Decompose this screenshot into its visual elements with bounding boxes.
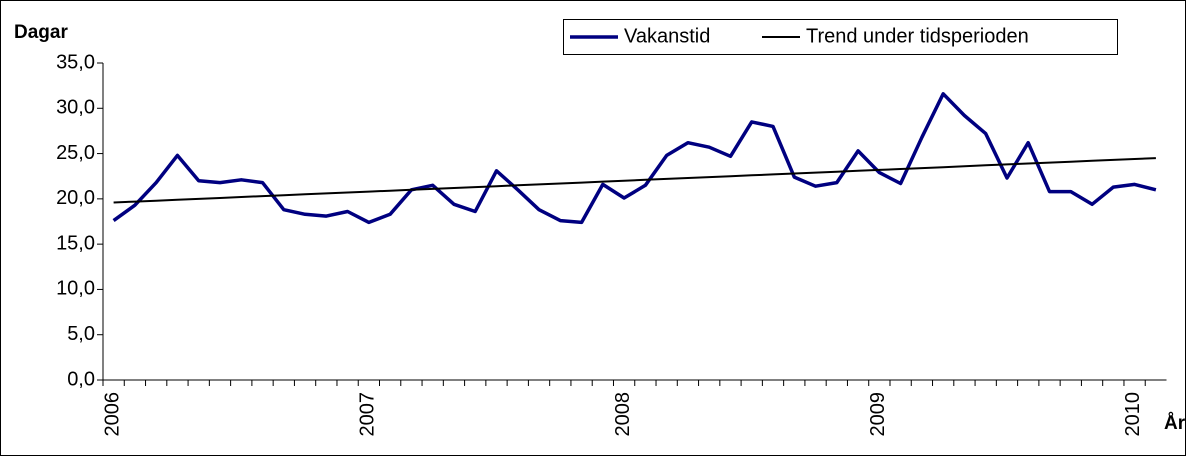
x-tick-label: 2007 bbox=[357, 392, 379, 437]
y-tick-label: 30,0 bbox=[56, 97, 95, 119]
y-tick-label: 0,0 bbox=[67, 368, 95, 390]
y-tick-label: 35,0 bbox=[56, 51, 95, 73]
y-tick-label: 15,0 bbox=[56, 232, 95, 254]
y-tick-label: 10,0 bbox=[56, 278, 95, 300]
y-tick-label: 25,0 bbox=[56, 142, 95, 164]
y-tick-label: 20,0 bbox=[56, 187, 95, 209]
line-series bbox=[112, 92, 1157, 225]
x-axis-title: År bbox=[1164, 413, 1186, 434]
legend-label: Vakanstid bbox=[624, 25, 710, 47]
legend-box bbox=[563, 19, 1118, 55]
y-axis-title: Dagar bbox=[14, 22, 68, 43]
x-tick-label: 2006 bbox=[101, 392, 123, 437]
x-tick-label: 2009 bbox=[867, 392, 889, 437]
y-tick-label: 5,0 bbox=[67, 323, 95, 345]
x-tick-label: 2008 bbox=[612, 392, 634, 437]
x-tick-label: 2010 bbox=[1122, 392, 1144, 437]
line-series bbox=[113, 157, 1156, 204]
legend-label: Trend under tidsperioden bbox=[806, 25, 1029, 47]
